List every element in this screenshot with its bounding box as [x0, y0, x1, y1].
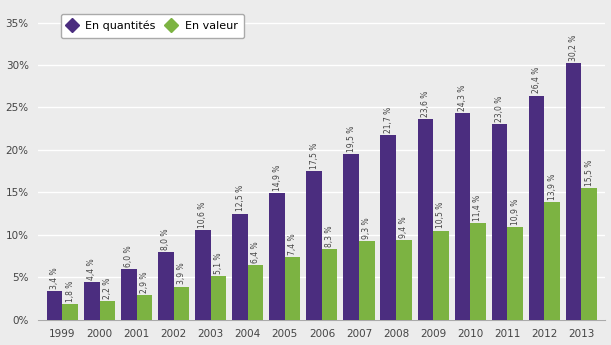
Bar: [492, 125, 507, 320]
Bar: [381, 136, 396, 320]
Text: 6,0 %: 6,0 %: [124, 245, 133, 267]
Text: 2,2 %: 2,2 %: [103, 277, 112, 299]
Bar: [137, 295, 152, 320]
Text: 6,4 %: 6,4 %: [251, 241, 260, 263]
Text: 10,6 %: 10,6 %: [199, 201, 208, 228]
Text: 10,5 %: 10,5 %: [436, 202, 445, 228]
Bar: [195, 230, 211, 320]
Bar: [285, 257, 301, 320]
Bar: [470, 223, 486, 320]
Bar: [455, 114, 470, 320]
Bar: [248, 265, 263, 320]
Bar: [232, 214, 248, 320]
Text: 21,7 %: 21,7 %: [384, 107, 393, 134]
Text: 10,9 %: 10,9 %: [511, 199, 519, 225]
Text: 5,1 %: 5,1 %: [214, 253, 223, 274]
Text: 3,9 %: 3,9 %: [177, 263, 186, 285]
Text: 8,0 %: 8,0 %: [161, 228, 170, 250]
Text: 23,0 %: 23,0 %: [495, 96, 504, 122]
Text: 2,9 %: 2,9 %: [140, 272, 149, 293]
Text: 4,4 %: 4,4 %: [87, 259, 97, 280]
Text: 23,6 %: 23,6 %: [421, 91, 430, 117]
Bar: [211, 276, 226, 320]
Bar: [62, 304, 78, 320]
Bar: [343, 154, 359, 320]
Bar: [581, 188, 597, 320]
Bar: [174, 287, 189, 320]
Bar: [544, 202, 560, 320]
Text: 9,3 %: 9,3 %: [362, 217, 371, 239]
Bar: [84, 282, 100, 320]
Bar: [322, 249, 337, 320]
Text: 7,4 %: 7,4 %: [288, 233, 297, 255]
Bar: [396, 240, 412, 320]
Text: 11,4 %: 11,4 %: [474, 195, 483, 221]
Bar: [359, 241, 375, 320]
Bar: [121, 269, 137, 320]
Bar: [269, 193, 285, 320]
Bar: [47, 291, 62, 320]
Bar: [158, 252, 174, 320]
Text: 14,9 %: 14,9 %: [273, 165, 282, 191]
Text: 13,9 %: 13,9 %: [547, 173, 557, 199]
Bar: [529, 96, 544, 320]
Text: 19,5 %: 19,5 %: [346, 126, 356, 152]
Text: 1,8 %: 1,8 %: [66, 281, 75, 302]
Bar: [417, 119, 433, 320]
Bar: [306, 171, 322, 320]
Text: 12,5 %: 12,5 %: [235, 185, 244, 211]
Text: 3,4 %: 3,4 %: [50, 267, 59, 289]
Bar: [507, 227, 523, 320]
Bar: [100, 301, 115, 320]
Bar: [433, 230, 448, 320]
Legend: En quantités, En valeur: En quantités, En valeur: [61, 14, 244, 38]
Text: 8,3 %: 8,3 %: [325, 226, 334, 247]
Text: 17,5 %: 17,5 %: [310, 142, 319, 169]
Text: 24,3 %: 24,3 %: [458, 85, 467, 111]
Text: 9,4 %: 9,4 %: [400, 216, 408, 238]
Text: 15,5 %: 15,5 %: [585, 160, 594, 186]
Text: 30,2 %: 30,2 %: [569, 35, 578, 61]
Bar: [566, 63, 581, 320]
Text: 26,4 %: 26,4 %: [532, 67, 541, 93]
